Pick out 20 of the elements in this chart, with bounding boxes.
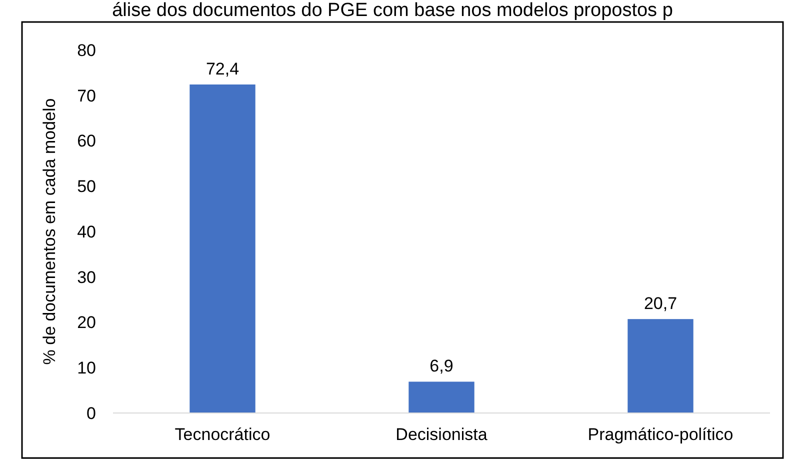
bar	[190, 84, 256, 413]
data-label: 6,9	[430, 356, 454, 376]
chart-title: álise dos documentos do PGE com base nos modelos propostos p	[112, 0, 673, 21]
data-label: 20,7	[644, 294, 678, 314]
y-tick-label: 60	[77, 132, 96, 151]
x-tick-label: Pragmático-político	[588, 425, 734, 444]
y-tick-label: 50	[77, 177, 96, 196]
bar	[628, 319, 694, 413]
y-tick-label: 80	[77, 40, 96, 60]
y-tick-label: 10	[77, 358, 96, 378]
y-tick-label: 20	[77, 313, 96, 332]
y-tick-label: 70	[77, 86, 96, 106]
x-tick-label: Decisionista	[396, 425, 488, 444]
y-tick-label: 40	[77, 222, 96, 242]
y-axis-title: % de documentos em cada modelo	[40, 98, 59, 365]
y-tick-label: 0	[86, 404, 96, 423]
x-tick-label: Tecnocrático	[174, 425, 270, 444]
y-tick-label: 30	[77, 268, 96, 287]
bar	[408, 382, 474, 413]
data-label: 72,4	[206, 59, 240, 78]
